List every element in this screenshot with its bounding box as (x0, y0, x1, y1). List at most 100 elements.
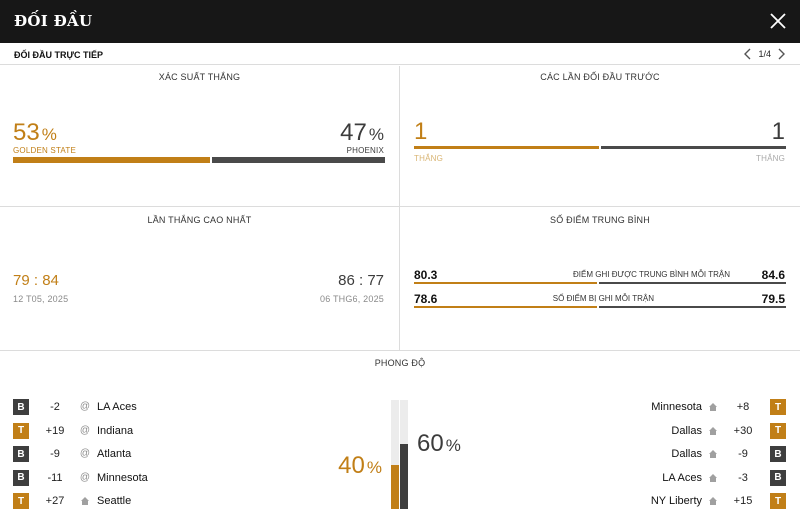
right-form-track (400, 400, 408, 509)
left-meetings-won: 1 (414, 118, 428, 145)
left-avg-scored-bar (414, 282, 597, 284)
score: 79 (13, 272, 30, 289)
score: 77 (367, 272, 384, 289)
left-biggest-win-date: 12 T05, 2025 (13, 294, 69, 304)
left-team-name: GOLDEN STATE (13, 146, 77, 155)
right-avg-conceded-bar (599, 306, 786, 308)
score-diff: -11 (47, 471, 63, 484)
pager-text: 1/4 (758, 49, 771, 59)
biggest-win-label: LẦN THẮNG CAO NHẤT (147, 215, 252, 225)
form-row: Dallas +30 T (480, 422, 800, 441)
close-icon[interactable] (768, 11, 788, 31)
home-icon (708, 449, 718, 459)
opponent-name: Dallas (671, 448, 702, 461)
score-diff: -9 (738, 448, 748, 461)
right-form-fill (400, 444, 408, 509)
result-badge: B (770, 469, 786, 486)
left-form-fill (391, 465, 399, 509)
left-biggest-win-score: 79 : 84 (13, 272, 59, 289)
result-badge: B (13, 469, 29, 486)
score-separator: : (358, 272, 364, 289)
subheader: ĐỐI ĐẦU TRỰC TIẾP 1/4 (0, 43, 800, 65)
avg-scored-label: ĐIỂM GHI ĐƯỢC TRUNG BÌNH MỖI TRẬN (573, 270, 730, 279)
score-diff: +30 (733, 424, 753, 437)
modal-title: ĐỐI ĐẦU (14, 12, 93, 30)
right-win-prob-value: 47 (340, 119, 367, 146)
left-form-value: 40 (338, 452, 365, 479)
left-meetings-bar (414, 146, 599, 149)
pct-sign: % (445, 436, 461, 455)
form-row: B -9 @ Atlanta (0, 446, 320, 464)
left-wins-caption: THẮNG (414, 154, 443, 163)
avg-conceded-label: SỐ ĐIỂM BỊ GHI MỖI TRẬN (552, 294, 654, 303)
previous-meetings-label: CÁC LẦN ĐỐI ĐẦU TRƯỚC (540, 72, 660, 82)
form-row: T +27 Seattle (0, 493, 320, 511)
divider (0, 350, 800, 351)
opponent-name: Minnesota (97, 471, 148, 484)
score-diff: +15 (733, 495, 753, 508)
modal-header: ĐỐI ĐẦU (0, 0, 800, 43)
result-badge: T (13, 422, 29, 439)
right-win-probability: 47% (340, 121, 384, 147)
left-probability-bar (13, 157, 210, 163)
right-probability-bar (212, 157, 385, 163)
right-avg-scored: 84.6 (761, 268, 785, 282)
result-badge: B (13, 399, 29, 415)
pct-sign: % (41, 125, 57, 144)
home-icon (708, 426, 718, 436)
opponent-name: Minnesota (651, 401, 702, 413)
opponent-name: Seattle (97, 495, 132, 508)
left-avg-scored: 80.3 (414, 268, 438, 282)
left-form-percent: 40% (338, 454, 382, 480)
home-icon (708, 473, 718, 483)
home-icon (80, 496, 90, 506)
form-row: Dallas -9 B (480, 446, 800, 464)
form-row: B -11 @ Minnesota (0, 469, 320, 488)
form-label: PHONG ĐỘ (374, 358, 426, 368)
right-form-value: 60 (417, 430, 444, 457)
at-icon: @ (79, 424, 91, 436)
result-badge: T (770, 399, 786, 415)
score: 86 (338, 272, 355, 289)
score-diff: +8 (736, 401, 750, 413)
form-row: Minnesota +8 T (480, 399, 800, 417)
subheader-title: ĐỐI ĐẦU TRỰC TIẾP (14, 50, 103, 60)
opponent-name: LA Aces (97, 401, 137, 413)
divider (399, 207, 400, 350)
left-avg-conceded: 78.6 (414, 292, 438, 306)
win-probability-label: XÁC SUẤT THẮNG (158, 72, 241, 82)
right-biggest-win-score: 86 : 77 (338, 272, 384, 289)
home-icon (708, 402, 718, 412)
average-points-label: SỐ ĐIỂM TRUNG BÌNH (550, 215, 650, 225)
form-row: B -2 @ LA Aces (0, 399, 320, 417)
left-win-prob-value: 53 (13, 119, 40, 146)
pager: 1/4 (743, 48, 786, 60)
right-biggest-win-date: 06 THG6, 2025 (320, 294, 384, 304)
pct-sign: % (368, 125, 384, 144)
opponent-name: Dallas (671, 424, 702, 437)
chevron-right-icon[interactable] (776, 48, 786, 60)
pct-sign: % (366, 458, 382, 477)
right-team-name: PHOENIX (346, 146, 384, 155)
home-icon (708, 496, 718, 506)
right-meetings-bar (601, 146, 786, 149)
left-avg-conceded-bar (414, 306, 597, 308)
right-wins-caption: THẮNG (756, 154, 785, 163)
right-avg-scored-bar (599, 282, 786, 284)
right-meetings-won: 1 (771, 118, 785, 145)
divider (0, 206, 800, 207)
score-diff: +19 (45, 424, 65, 437)
form-row: T +19 @ Indiana (0, 422, 320, 441)
left-win-probability: 53% (13, 121, 57, 147)
at-icon: @ (79, 401, 91, 412)
form-row: NY Liberty +15 T (480, 493, 800, 511)
opponent-name: Indiana (97, 424, 134, 437)
score-diff: -2 (50, 401, 60, 413)
score-diff: -9 (50, 448, 60, 461)
result-badge: T (770, 422, 786, 439)
chevron-left-icon[interactable] (743, 48, 753, 60)
left-form-track (391, 400, 399, 509)
opponent-name: NY Liberty (650, 495, 702, 508)
score-diff: -3 (738, 471, 748, 484)
score-diff: +27 (45, 495, 65, 508)
